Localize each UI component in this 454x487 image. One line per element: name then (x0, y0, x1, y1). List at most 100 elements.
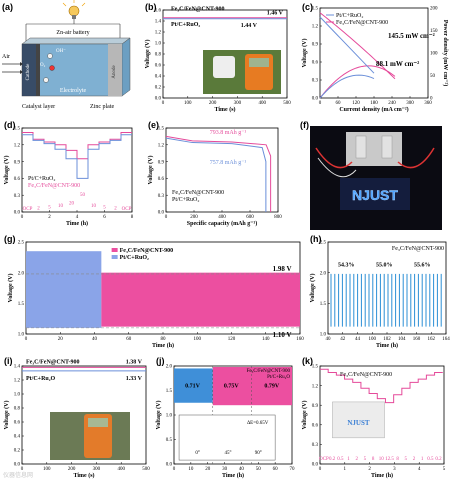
x-tick-label: 120 (352, 101, 360, 106)
x-tick-label: 2 (48, 215, 51, 220)
panel-g: (g) 0 20 40 60 80 100 120 140 160 1.0 1.5 2.0 2.5 Tim… (0, 232, 308, 354)
value-label-2: 1.33 V (126, 376, 143, 382)
y-axis-label: Voltage (V) (3, 401, 10, 430)
series-fe3c (22, 131, 132, 160)
x-tick-label: 1 (344, 467, 347, 472)
polarization-fe3c (319, 12, 396, 80)
panel-label-c: (c) (302, 2, 313, 12)
step-label: 5 (103, 206, 106, 211)
y-tick-label: 1.5 (166, 389, 173, 394)
x-tick-label: 300 (93, 467, 101, 472)
multimeter-screen (88, 418, 108, 427)
y-tick-label: 0.8 (14, 407, 21, 412)
panel-f: (f) NJUST (296, 118, 454, 232)
x-tick-label: 80 (161, 337, 167, 342)
y-tick-label: 0.9 (14, 160, 21, 165)
series-fe3c (165, 135, 272, 212)
step-label: OCP (122, 207, 132, 212)
y-axis-label: Voltage (V) (144, 40, 151, 69)
x-tick-label: 0 (25, 337, 28, 342)
step-label: 12.5 (385, 457, 394, 462)
x-tick-label: 0 (21, 467, 24, 472)
multimeter-screen (249, 58, 269, 67)
chart-j: 0 10 20 30 40 50 60 70 0.0 0.5 1.0 1.5 2.0 Time (h) Vo… (155, 365, 295, 479)
y-tick-label: 0.0 (14, 463, 21, 468)
y-tick-label: 1.5 (18, 302, 25, 307)
chart-d: 0 2 4 6 8 0.0 0.3 0.6 0.9 1.2 1.5 Time (h) Voltage (… (3, 127, 134, 227)
light-bulb-icon (62, 0, 86, 19)
legend-ptc: Pt/C+RuO₂ (28, 176, 55, 182)
value-label-198: 1.98 V (273, 265, 292, 273)
x-tick-label: 0 (21, 215, 24, 220)
x-tick-label: 160 (296, 337, 304, 342)
gap-label-3: 0.79V (264, 384, 280, 390)
legend-fe3c: Fe₃C/FeN@CNT-900 (172, 190, 224, 196)
panel-label-b: (b) (145, 2, 157, 12)
y-tick-label: 1.5 (320, 302, 327, 307)
x-tick-label: 200 (190, 215, 198, 220)
step-label: 50 (80, 193, 86, 198)
y-axis-label: Voltage (V) (155, 401, 162, 430)
panel-label-a: (a) (2, 2, 13, 12)
chart-g: 0 20 40 60 80 100 120 140 160 1.0 1.5 2.0 2.5 Time (h… (7, 241, 304, 349)
y-tick-label: 0.0 (312, 463, 319, 468)
step-label: 5 (364, 457, 367, 462)
y-axis-label: Voltage (V) (301, 39, 308, 68)
y-tick-label: 1.2 (155, 31, 162, 36)
step-label: 10 (379, 457, 385, 462)
x-axis-label: Time (h) (376, 342, 398, 349)
x-tick-label: 40 (92, 337, 98, 342)
band-ptc (26, 251, 102, 328)
y-tick-label: 0.2 (155, 86, 162, 91)
x-tick-label: 100 (194, 337, 202, 342)
x-tick-label: 8 (131, 215, 134, 220)
value-label-110: 1.10 V (273, 331, 292, 339)
panel-label-d: (d) (4, 120, 16, 130)
step-label: OCP (319, 457, 329, 462)
x-tick-label: 30 (222, 467, 228, 472)
panel-e: (e) 0 200 400 600 800 0.0 0.3 0.6 0.9 1.2 1.5 Speci… (144, 118, 294, 232)
x-tick-label: 4 (418, 467, 421, 472)
x-tick-label: 100 (369, 337, 377, 342)
legend-ptc: Pt/C+RuO₂ (336, 13, 363, 19)
x-tick-label: 3 (393, 467, 396, 472)
plot-frame (319, 365, 445, 465)
x-tick-label: 40 (326, 337, 332, 342)
efficiency-label-2: 55.0% (376, 263, 393, 269)
y-tick-label: 2.0 (18, 271, 25, 276)
x-tick-label: 500 (142, 467, 150, 472)
step-label: 1 (421, 457, 424, 462)
series-ptc (22, 134, 132, 179)
led-sign-photo: NJUST (310, 126, 442, 230)
power-ptc (319, 74, 375, 99)
series-label-ptc: Pt/C+RuO₂ (171, 22, 200, 28)
series-label-fe3c: Fe₃C/FeN@CNT-900 (171, 7, 224, 13)
x-tick-label: 200 (68, 467, 76, 472)
y-tick-label: 0.3 (14, 194, 21, 199)
legend-fe3c: Fe₃C/FeN@CNT-900 (340, 372, 392, 378)
x-tick-label: 120 (228, 337, 236, 342)
x-tick-label: 200 (209, 101, 217, 106)
y-tick-label: 0.5 (166, 438, 173, 443)
legend-fe3c: Fe₃C/FeN@CNT-900 (120, 248, 173, 254)
y-tick-label: 1.6 (155, 9, 162, 14)
y-tick-label: 0.6 (312, 424, 319, 429)
x-tick-label: 300 (406, 101, 414, 106)
step-label: 5 (48, 206, 51, 211)
band-fe3c (101, 272, 300, 327)
x-tick-label: 600 (246, 215, 254, 220)
y2-tick-label: 200 (430, 7, 438, 12)
y-axis-label: Voltage (V) (147, 156, 154, 185)
y-tick-label: 0.0 (158, 211, 165, 216)
y-axis-label: Voltage (V) (309, 274, 316, 303)
y-tick-label: 0.3 (158, 194, 165, 199)
x-axis-label: Time (s) (214, 106, 235, 113)
svg-text:Zinc plate: Zinc plate (90, 104, 114, 110)
y-tick-label: 1.5 (312, 365, 319, 370)
panel-b: (b) 0 100 200 300 400 500 0.0 0.2 0.4 0.6 0.8 1.0 1.… (141, 0, 297, 118)
y-tick-label: 1.0 (166, 414, 173, 419)
y-tick-label: 0.0 (166, 463, 173, 468)
x-tick-label: 800 (274, 215, 282, 220)
x-tick-label: 100 (184, 101, 192, 106)
svg-text:Electrolyte: Electrolyte (60, 88, 87, 94)
